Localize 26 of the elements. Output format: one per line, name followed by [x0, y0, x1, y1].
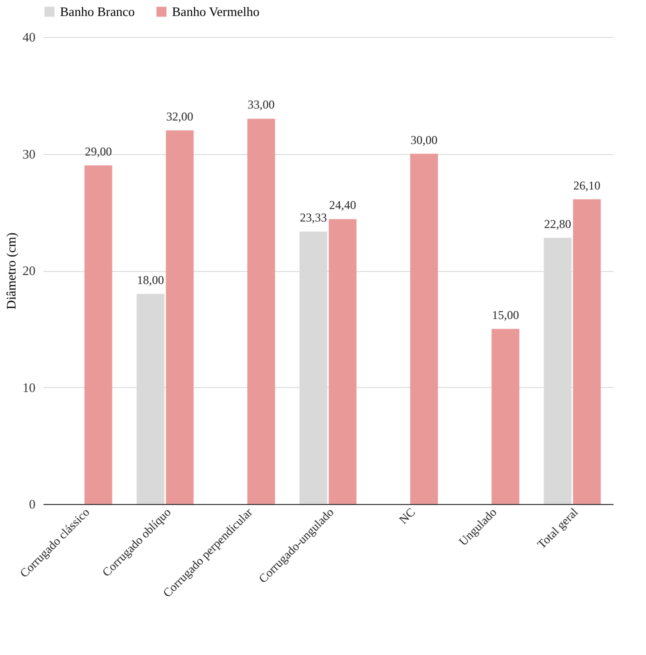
bar — [84, 165, 112, 504]
bar — [247, 118, 276, 504]
data-label: 32,00 — [166, 109, 194, 124]
bar — [328, 219, 356, 504]
data-label: 23,33 — [300, 210, 327, 225]
y-tick-label: 40 — [22, 30, 36, 44]
y-tick-label: 30 — [22, 146, 36, 162]
data-label: 26,10 — [573, 178, 600, 192]
y-axis-title: Diâmetro (cm) — [4, 232, 18, 310]
data-label: 29,00 — [84, 144, 112, 158]
data-label: 30,00 — [410, 132, 438, 147]
y-tick-label: 0 — [29, 496, 36, 512]
data-label: 18,00 — [137, 272, 164, 287]
y-tick-label: 20 — [22, 263, 36, 278]
bar — [573, 199, 601, 504]
bar — [492, 328, 520, 504]
legend-label: Banho Vermelho — [172, 4, 260, 19]
data-label: 22,80 — [544, 216, 572, 231]
data-label: 24,40 — [329, 198, 356, 212]
x-tick-label: NC — [396, 505, 418, 527]
legend-label: Banho Branco — [60, 4, 135, 19]
data-label: 15,00 — [492, 308, 519, 322]
bar — [410, 154, 438, 504]
data-label: 33,00 — [248, 98, 275, 112]
y-tick-label: 10 — [22, 380, 36, 395]
bar — [166, 130, 194, 504]
